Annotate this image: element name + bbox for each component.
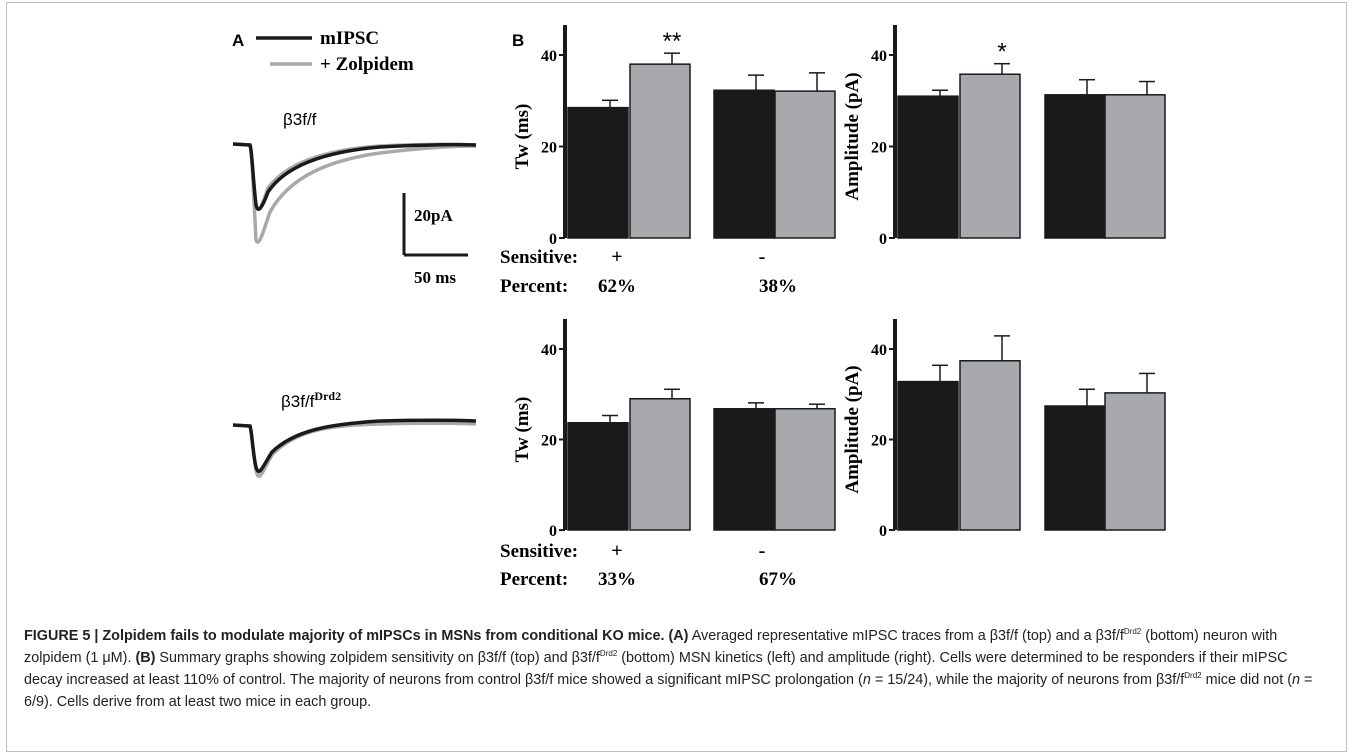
bar-zolpidem [1104, 392, 1166, 531]
sensitive-label-top: Sensitive: [500, 247, 578, 268]
percent-label-bottom: Percent: [500, 569, 568, 590]
caption-sup-1: Drd2 [1123, 627, 1142, 636]
legend-drug-label: + Zolpidem [320, 54, 414, 75]
y-tick-label: 40 [871, 48, 887, 65]
bar-control [1044, 94, 1106, 239]
y-tick-label: 0 [549, 523, 557, 540]
trace-top-zolpidem [232, 142, 477, 211]
y-tick-label: 20 [541, 140, 557, 157]
caption-b-text-3: = 15/24), while the majority of neurons … [870, 672, 1185, 688]
bar-zolpidem [959, 73, 1021, 239]
caption-n2: n [1292, 672, 1301, 688]
y-tick-label: 0 [879, 523, 887, 540]
y-tick-label: 20 [541, 433, 557, 450]
y-tick-label: 0 [549, 231, 557, 248]
y-axis-label: Tw (ms) [512, 397, 533, 463]
sensitive-value: + [611, 540, 622, 562]
y-tick-label: 40 [541, 48, 557, 65]
bar-zolpidem [629, 398, 691, 531]
bar-control [1044, 405, 1106, 531]
trace-bottom-control [232, 418, 477, 474]
genotype-bottom-base: β3f/f [281, 392, 315, 411]
percent-value: 33% [598, 569, 636, 590]
y-tick-label: 20 [871, 140, 887, 157]
percent-label-top: Percent: [500, 276, 568, 297]
panel-a-label: A [232, 31, 244, 50]
caption-sup-2: Drd2 [599, 649, 618, 658]
genotype-bottom-sup: Drd2 [314, 389, 341, 403]
chart-bottom-tw: 0 20 40 Tw (ms) +33% - 67% [512, 319, 836, 590]
percent-value: 62% [598, 276, 636, 297]
chart-top-tw: 0 20 40 Tw (ms) ** +62% - 38% [512, 25, 836, 297]
sensitive-value: - [759, 246, 766, 268]
panel-b-label: B [512, 31, 524, 50]
figure-caption: FIGURE 5 | Zolpidem fails to modulate ma… [24, 625, 1324, 713]
y-tick-label: 0 [879, 231, 887, 248]
y-axis-label: Tw (ms) [512, 104, 533, 170]
scale-time-label: 50 ms [414, 268, 456, 287]
y-tick-label: 40 [541, 342, 557, 359]
bar-control [713, 89, 775, 239]
significance-label: ** [663, 28, 682, 55]
figure-frame [6, 2, 1347, 752]
trace-bottom-zolpidem [232, 421, 477, 478]
y-tick-label: 20 [871, 433, 887, 450]
sensitive-value: - [759, 540, 766, 562]
y-tick-label: 40 [871, 342, 887, 359]
bar-control [897, 380, 959, 531]
bar-zolpidem [774, 407, 836, 531]
legend-control-label: mIPSC [320, 28, 379, 49]
figure-graphic: A mIPSC + Zolpidem β3f/f β3f/fDrd2 20pA … [232, 25, 1166, 590]
bar-zolpidem [1104, 94, 1166, 239]
y-axis-label: Amplitude (pA) [842, 72, 863, 200]
caption-a-label: (A) [668, 628, 689, 644]
y-axis-label: Amplitude (pA) [842, 365, 863, 493]
sensitive-label-bottom: Sensitive: [500, 541, 578, 562]
chart-top-amplitude: 0 20 40 Amplitude (pA) * [842, 25, 1166, 248]
scale-current-label: 20pA [414, 206, 453, 225]
percent-value: 38% [759, 276, 797, 297]
chart-bottom-amplitude: 0 20 40 Amplitude (pA) [842, 319, 1166, 540]
bar-zolpidem [629, 63, 691, 239]
genotype-top: β3f/f [283, 110, 317, 129]
bar-control [897, 95, 959, 239]
percent-value: 67% [759, 569, 797, 590]
significance-label: * [997, 39, 1006, 66]
caption-a-text-2: (bottom) neuron with zolpidem (1 μM). [24, 628, 1278, 666]
caption-n1: n [862, 672, 871, 688]
caption-sup-3: Drd2 [1184, 671, 1202, 680]
caption-b-label: (B) [135, 650, 156, 666]
sensitive-value: + [611, 246, 622, 268]
caption-b-text-1: Summary graphs showing zolpidem sensitiv… [155, 650, 600, 666]
caption-b-text-2: (bottom) MSN kinetics (left) and amplitu… [24, 650, 1288, 688]
caption-b-text-4: mice did not ( [1201, 672, 1293, 688]
caption-b-text-5: = 6/9). Cells derive from at least two m… [24, 672, 1313, 710]
genotype-bottom: β3f/fDrd2 [281, 389, 341, 411]
bar-control [567, 106, 629, 239]
bar-control [713, 407, 775, 531]
caption-a-text-1: Averaged representative mIPSC traces fro… [688, 628, 1124, 644]
bar-zolpidem [959, 360, 1021, 531]
bar-control [567, 422, 629, 531]
trace-top-control [232, 142, 477, 211]
caption-title: FIGURE 5 | Zolpidem fails to modulate ma… [24, 628, 665, 644]
bar-zolpidem [774, 90, 836, 239]
